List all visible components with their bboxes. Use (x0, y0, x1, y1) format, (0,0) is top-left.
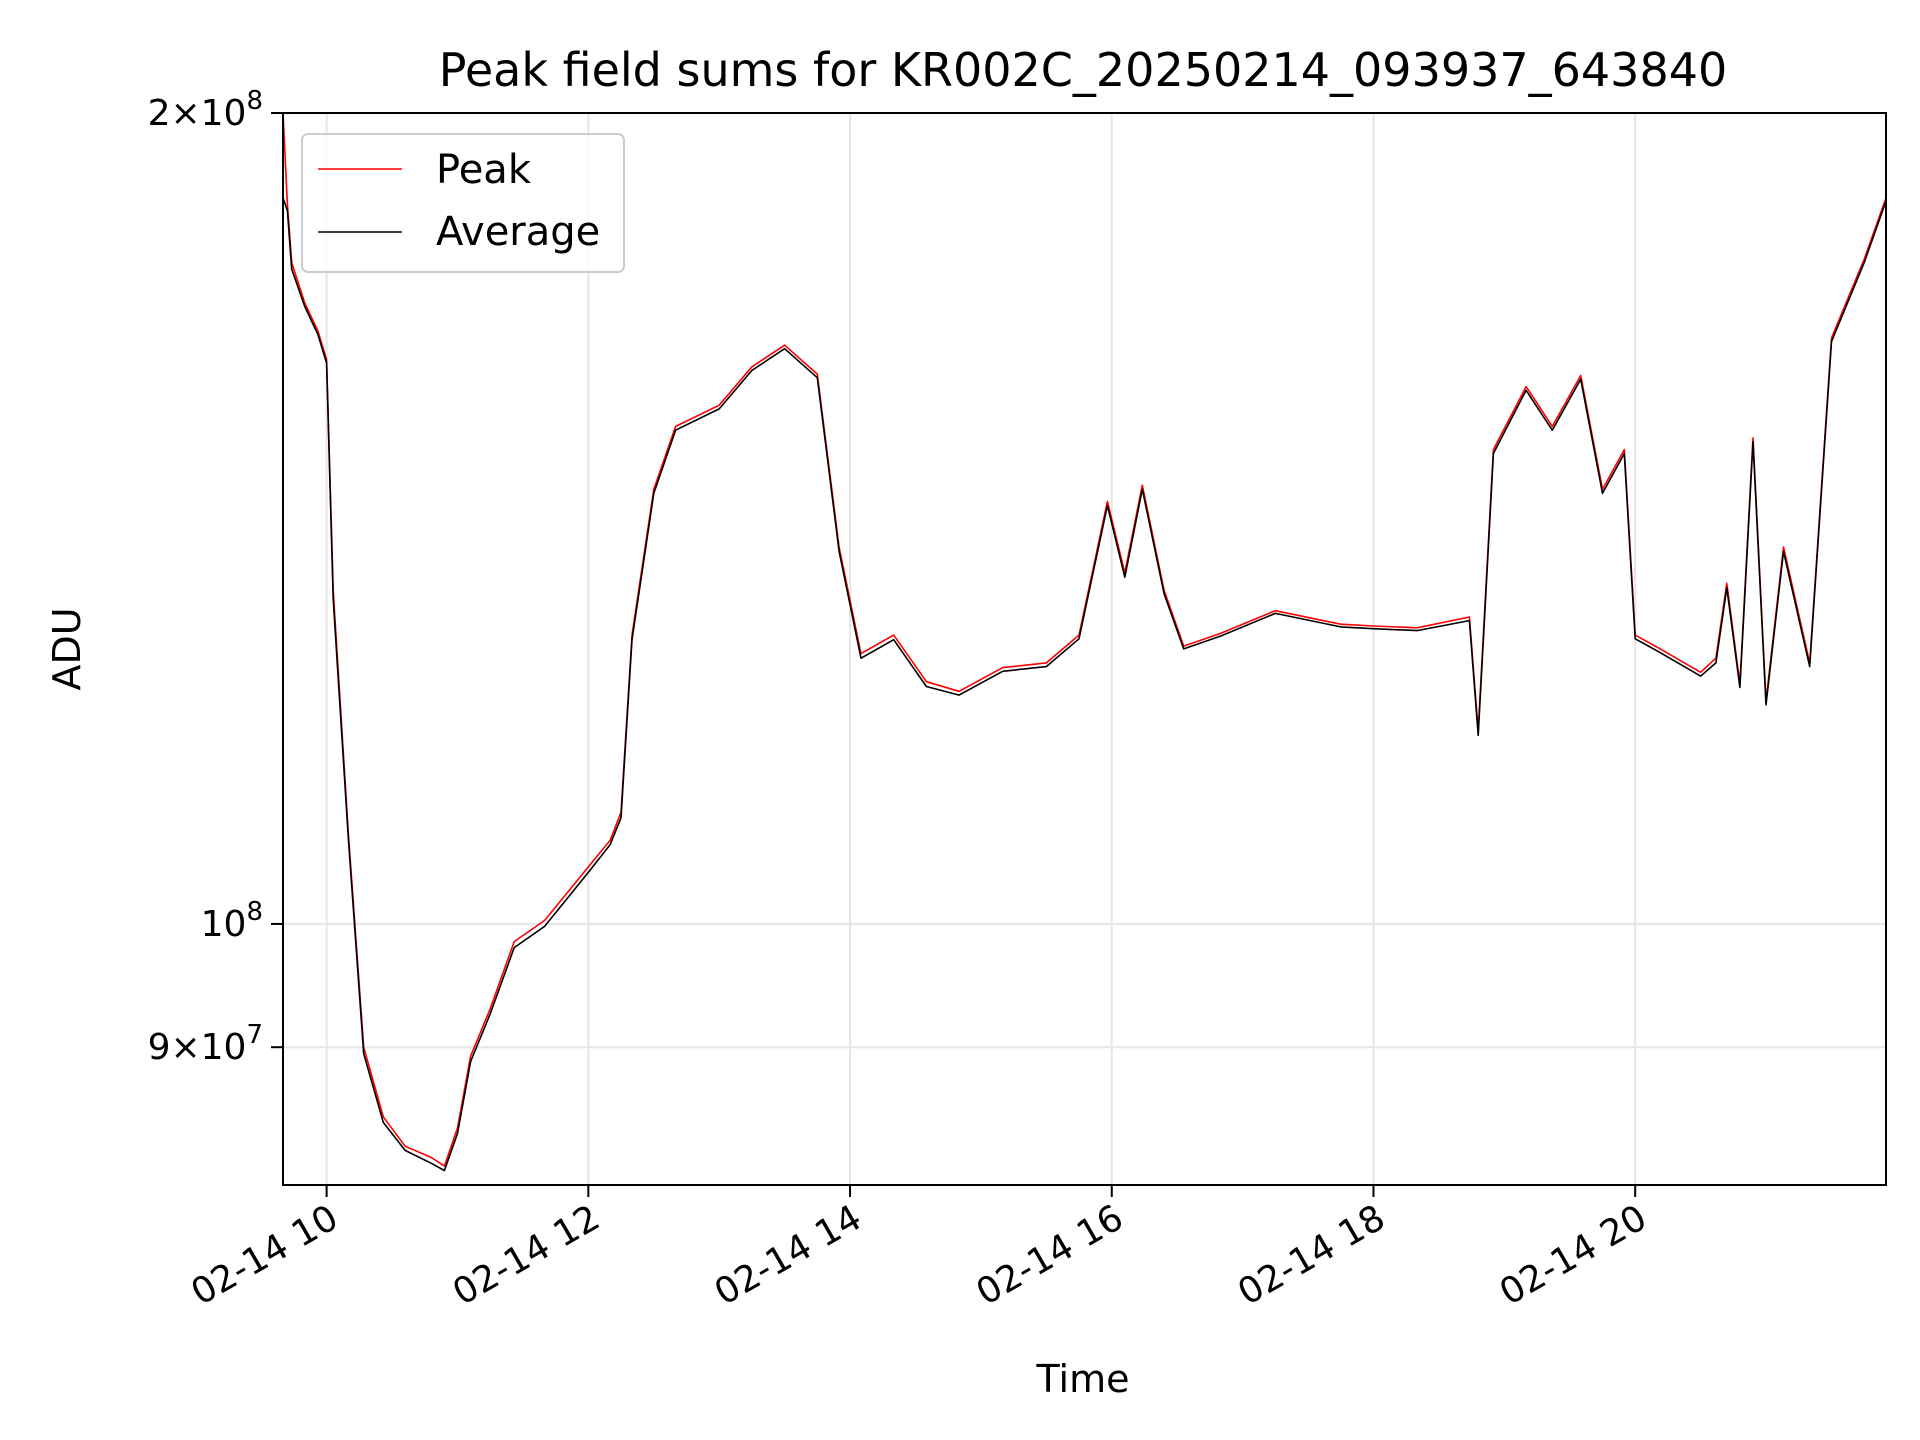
series-layer (283, 113, 1886, 1172)
y-tick-label: 2×108 (148, 86, 263, 134)
plot-frame (282, 112, 1887, 1186)
y-tick-label: 108 (201, 897, 263, 945)
chart-title: Peak field sums for KR002C_20250214_0939… (439, 43, 1728, 97)
legend-label-average: Average (436, 209, 600, 255)
series-line-peak (283, 113, 1886, 1167)
legend-label-peak: Peak (436, 147, 532, 193)
x-axis-label: Time (1036, 1357, 1130, 1401)
y-axis: 2×108 108 9×107 (148, 86, 283, 1068)
y-tick-label: 9×107 (148, 1020, 263, 1068)
legend[interactable]: Peak Average (301, 133, 625, 273)
y-axis-label: ADU (45, 607, 89, 690)
series-line-average (283, 197, 1886, 1172)
